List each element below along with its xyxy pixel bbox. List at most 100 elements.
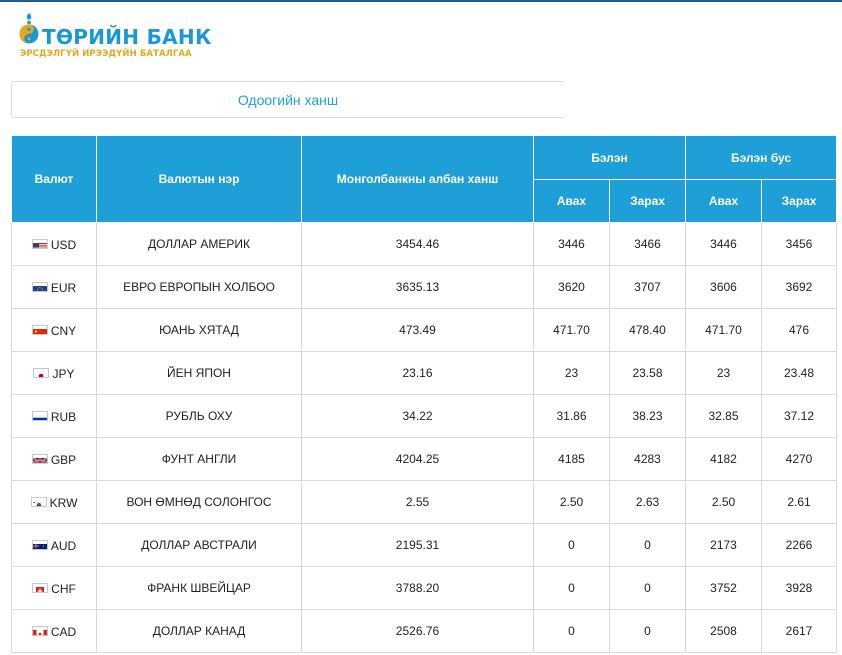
cash-sell-cell: 0 [608, 523, 687, 567]
cash-sell-cell: 478.40 [608, 308, 687, 352]
table-row: CHF ФРАНК ШВЕЙЦАР 3788.20 0 0 3752 3928 [11, 566, 838, 610]
table-row: CNY ЮАНЬ ХЯТАД 473.49 471.70 478.40 471.70 476 [11, 308, 838, 352]
currency-code-cell: CHF [11, 566, 97, 610]
kr-flag-icon [30, 497, 47, 508]
cn-flag-icon [31, 325, 48, 336]
ca-flag-icon [31, 626, 48, 637]
cash-buy-cell: 31.86 [533, 394, 610, 438]
table-row: CAD ДОЛЛАР КАНАД 2526.76 0 0 2508 2617 [11, 609, 838, 653]
currency-code-cell: GBP [11, 437, 97, 481]
table-row: GBP ФУНТ АНГЛИ 4204.25 4185 4283 4182 4270 [11, 437, 838, 481]
currency-code: EUR [50, 280, 77, 295]
table-row: EUR ЕВРО ЕВРОПЫН ХОЛБОО 3635.13 3620 3707 360… [11, 265, 838, 309]
logo-wordmark: ТӨРИЙН БАНК [42, 25, 212, 49]
official-rate-cell: 23.16 [301, 351, 534, 395]
non-cash-sell-cell: 2266 [761, 523, 838, 567]
cash-buy-cell: 3620 [533, 265, 610, 309]
cash-buy-cell: 0 [533, 566, 610, 610]
cash-buy-cell: 3446 [533, 222, 610, 266]
eu-flag-icon [31, 282, 48, 293]
cash-sell-cell: 3707 [608, 265, 687, 309]
non-cash-sell-cell: 3928 [761, 566, 838, 610]
bank-logo[interactable]: ТӨРИЙН БАНК ЭРСДЭЛГҮЙ ИРЭЭДҮЙН БАТАЛГАА [18, 12, 218, 62]
non-cash-buy-cell: 3446 [685, 222, 763, 266]
cash-buy-cell: 4185 [533, 437, 610, 481]
logo-emblem-icon [19, 13, 39, 44]
official-rate-cell: 3454.46 [301, 222, 534, 266]
non-cash-buy-cell: 32.85 [685, 394, 763, 438]
top-border [0, 0, 842, 2]
cash-buy-cell: 0 [533, 609, 610, 653]
currency-name-cell: РУБЛЬ ОХУ [96, 394, 302, 438]
cash-sell-cell: 0 [608, 566, 687, 610]
au-flag-icon [31, 540, 48, 551]
cash-buy-cell: 2.50 [533, 480, 610, 524]
ch-flag-icon [32, 583, 49, 594]
currency-name-cell: ЮАНЬ ХЯТАД [96, 308, 302, 352]
cash-sell-cell: 3466 [608, 222, 687, 266]
official-rate-cell: 3788.20 [301, 566, 534, 610]
header-non-cash-sell: Зарах [761, 179, 838, 223]
currency-code: CAD [50, 624, 77, 639]
cash-sell-cell: 38.23 [608, 394, 687, 438]
cash-buy-cell: 471.70 [533, 308, 610, 352]
official-rate-cell: 3635.13 [301, 265, 534, 309]
header-non-cash: Бэлэн бус [685, 135, 838, 180]
non-cash-sell-cell: 4270 [761, 437, 838, 481]
header-cash-sell: Зарах [608, 179, 687, 223]
non-cash-sell-cell: 2.61 [761, 480, 838, 524]
currency-name-cell: ФРАНК ШВЕЙЦАР [96, 566, 302, 610]
tab-current-rate[interactable]: Одоогийн ханш [11, 81, 564, 118]
currency-code: CHF [51, 581, 76, 596]
cash-sell-cell: 4283 [608, 437, 687, 481]
header-official-rate: Монголбанкны албан ханш [301, 135, 534, 223]
cash-buy-cell: 23 [533, 351, 610, 395]
cash-buy-cell: 0 [533, 523, 610, 567]
currency-name-cell: ДОЛЛАР АВСТРАЛИ [96, 523, 302, 567]
table-row: KRW ВОН ӨМНӨД СОЛОНГОС 2.55 2.50 2.63 2.50 2.6… [11, 480, 838, 524]
non-cash-buy-cell: 4182 [685, 437, 763, 481]
currency-code-cell: RUB [11, 394, 97, 438]
non-cash-sell-cell: 476 [761, 308, 838, 352]
cash-sell-cell: 23.58 [608, 351, 687, 395]
currency-code-cell: CNY [11, 308, 97, 352]
currency-name-cell: ВОН ӨМНӨД СОЛОНГОС [96, 480, 302, 524]
jp-flag-icon [33, 368, 50, 379]
cash-sell-cell: 0 [608, 609, 687, 653]
currency-code: CNY [50, 323, 77, 338]
logo-tagline: ЭРСДЭЛГҮЙ ИРЭЭДҮЙН БАТАЛГАА [20, 49, 192, 59]
currency-code: KRW [49, 495, 78, 510]
currency-code: AUD [50, 538, 77, 553]
currency-code-cell: EUR [11, 265, 97, 309]
official-rate-cell: 4204.25 [301, 437, 534, 481]
table-row: RUB РУБЛЬ ОХУ 34.22 31.86 38.23 32.85 37.12 [11, 394, 838, 438]
non-cash-sell-cell: 23.48 [761, 351, 838, 395]
non-cash-sell-cell: 3456 [761, 222, 838, 266]
us-flag-icon [31, 239, 48, 250]
ru-flag-icon [31, 411, 48, 422]
official-rate-cell: 34.22 [301, 394, 534, 438]
currency-code: GBP [50, 452, 77, 467]
header-non-cash-buy: Авах [685, 179, 763, 223]
exchange-rate-table: Валют Валютын нэр Монголбанкны албан хан… [11, 135, 838, 653]
currency-name-cell: ФУНТ АНГЛИ [96, 437, 302, 481]
currency-code-cell: USD [11, 222, 97, 266]
official-rate-cell: 2195.31 [301, 523, 534, 567]
non-cash-sell-cell: 3692 [761, 265, 838, 309]
currency-name-cell: ЙЕН ЯПОН [96, 351, 302, 395]
non-cash-sell-cell: 37.12 [761, 394, 838, 438]
cash-sell-cell: 2.63 [608, 480, 687, 524]
currency-name-cell: ЕВРО ЕВРОПЫН ХОЛБОО [96, 265, 302, 309]
table-row: AUD ДОЛЛАР АВСТРАЛИ 2195.31 0 0 2173 2266 [11, 523, 838, 567]
currency-code: RUB [50, 409, 77, 424]
non-cash-buy-cell: 2.50 [685, 480, 763, 524]
currency-name-cell: ДОЛЛАР КАНАД [96, 609, 302, 653]
currency-code: USD [50, 237, 77, 252]
official-rate-cell: 473.49 [301, 308, 534, 352]
currency-code-cell: KRW [11, 480, 97, 524]
non-cash-buy-cell: 3752 [685, 566, 763, 610]
table-row: USD ДОЛЛАР АМЕРИК 3454.46 3446 3466 3446 3456 [11, 222, 838, 266]
currency-code: JPY [52, 366, 75, 381]
non-cash-buy-cell: 2508 [685, 609, 763, 653]
header-cash: Бэлэн [532, 135, 687, 180]
